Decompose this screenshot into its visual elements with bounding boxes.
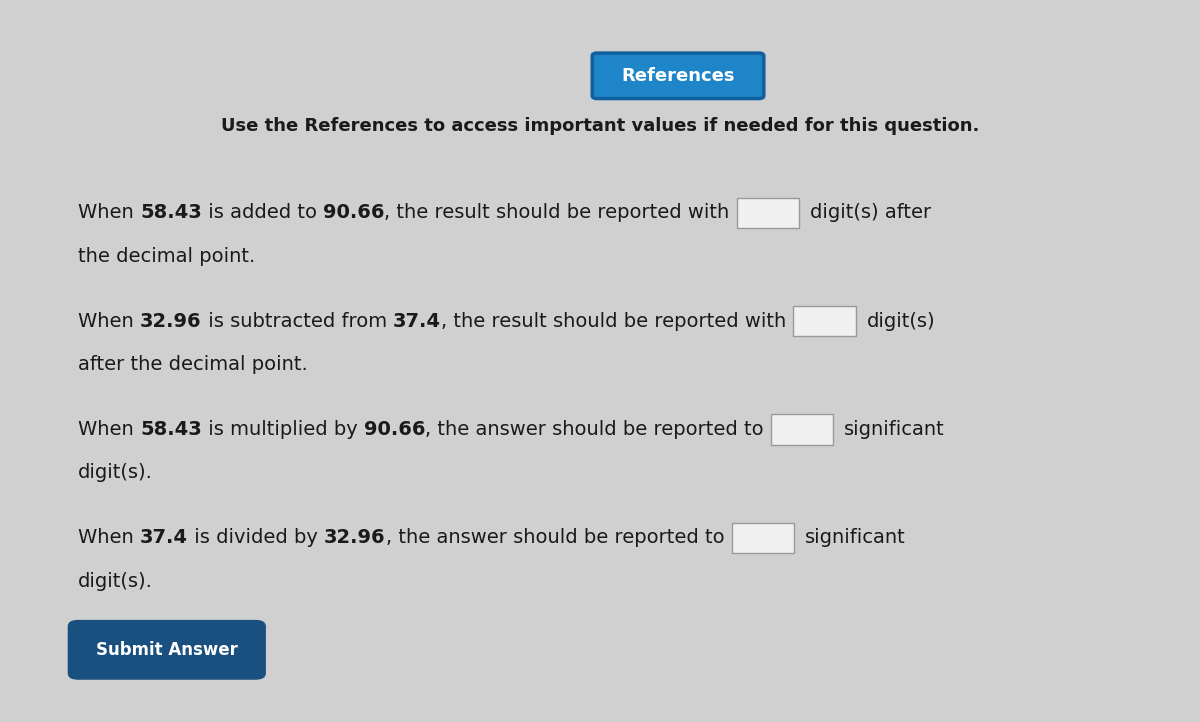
Text: is subtracted from: is subtracted from bbox=[202, 312, 394, 331]
Text: Submit Answer: Submit Answer bbox=[96, 641, 238, 658]
Text: 37.4: 37.4 bbox=[394, 312, 442, 331]
Text: after the decimal point.: after the decimal point. bbox=[78, 355, 307, 374]
Text: , the answer should be reported to: , the answer should be reported to bbox=[425, 420, 764, 439]
Text: digit(s): digit(s) bbox=[866, 312, 935, 331]
Text: digit(s) after: digit(s) after bbox=[810, 204, 931, 222]
Text: 58.43: 58.43 bbox=[140, 420, 202, 439]
FancyBboxPatch shape bbox=[732, 523, 794, 553]
FancyBboxPatch shape bbox=[737, 198, 799, 228]
Text: When: When bbox=[78, 204, 140, 222]
Text: 32.96: 32.96 bbox=[324, 529, 385, 547]
Text: 32.96: 32.96 bbox=[140, 312, 202, 331]
Text: significant: significant bbox=[805, 529, 906, 547]
Text: 90.66: 90.66 bbox=[364, 420, 425, 439]
Text: , the result should be reported with: , the result should be reported with bbox=[442, 312, 786, 331]
Text: , the answer should be reported to: , the answer should be reported to bbox=[385, 529, 725, 547]
Text: Use the References to access important values if needed for this question.: Use the References to access important v… bbox=[221, 118, 979, 135]
Text: References: References bbox=[622, 67, 734, 84]
Text: When: When bbox=[78, 529, 140, 547]
FancyBboxPatch shape bbox=[793, 306, 856, 336]
FancyBboxPatch shape bbox=[68, 620, 265, 679]
FancyBboxPatch shape bbox=[593, 53, 763, 98]
Text: is divided by: is divided by bbox=[188, 529, 324, 547]
Text: When: When bbox=[78, 312, 140, 331]
Text: When: When bbox=[78, 420, 140, 439]
Text: digit(s).: digit(s). bbox=[78, 464, 152, 482]
Text: 90.66: 90.66 bbox=[323, 204, 384, 222]
Text: is added to: is added to bbox=[202, 204, 323, 222]
Text: , the result should be reported with: , the result should be reported with bbox=[384, 204, 730, 222]
FancyBboxPatch shape bbox=[772, 414, 834, 445]
Text: significant: significant bbox=[845, 420, 946, 439]
Text: digit(s).: digit(s). bbox=[78, 572, 152, 591]
Text: 37.4: 37.4 bbox=[140, 529, 188, 547]
Text: 58.43: 58.43 bbox=[140, 204, 202, 222]
Text: the decimal point.: the decimal point. bbox=[78, 247, 256, 266]
Text: is multiplied by: is multiplied by bbox=[202, 420, 364, 439]
